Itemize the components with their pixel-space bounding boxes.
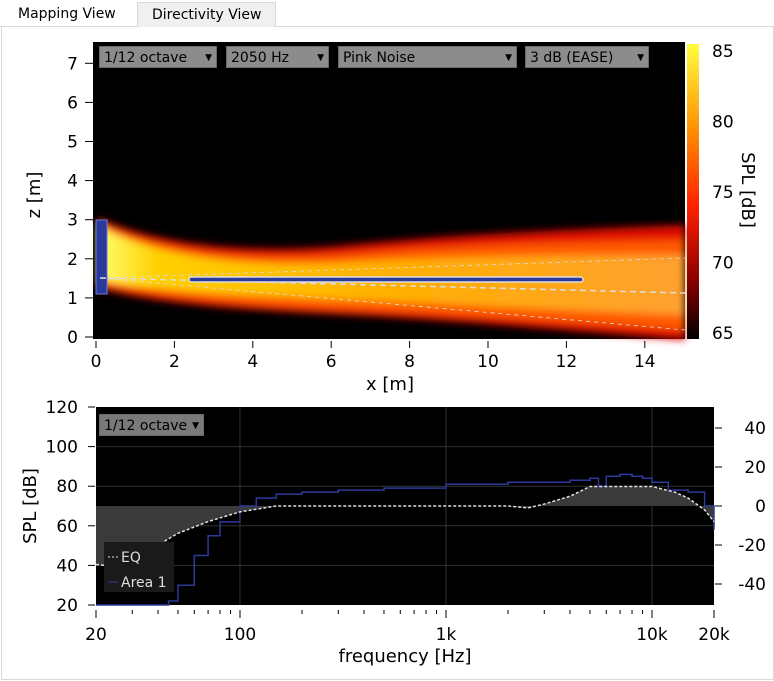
y2-tick-label: 40 bbox=[744, 419, 766, 439]
y-tick-label: 3 bbox=[67, 211, 78, 231]
tab-bar: Mapping View Directivity View bbox=[0, 0, 774, 27]
y-tick-label: 40 bbox=[56, 556, 78, 576]
legend-eq-label: EQ bbox=[121, 550, 141, 566]
x-tick-label: 20 bbox=[85, 625, 107, 645]
y-tick-label: 6 bbox=[67, 93, 78, 113]
x-tick-label: 12 bbox=[556, 352, 578, 372]
resolution-value: 3 dB (EASE) bbox=[530, 50, 614, 66]
colorbar-tick-label: 85 bbox=[712, 42, 734, 62]
chevron-down-icon: ▼ bbox=[637, 53, 644, 63]
beam-center-line bbox=[99, 277, 686, 294]
chevron-down-icon: ▼ bbox=[317, 53, 324, 63]
legend-area-1-label: Area 1 bbox=[121, 575, 167, 591]
x-tick-label: 2 bbox=[169, 352, 180, 372]
y-tick-label: 5 bbox=[67, 133, 78, 153]
colorbar-label: SPL [dB] bbox=[737, 152, 758, 228]
frequency-value: 2050 Hz bbox=[231, 50, 289, 66]
legend bbox=[104, 542, 174, 592]
tab-mapping-view[interactable]: Mapping View bbox=[4, 2, 130, 26]
x-tick-label: 100 bbox=[224, 625, 256, 645]
x-axis-label: x [m] bbox=[366, 374, 414, 395]
response-bandwidth-value: 1/12 octave bbox=[104, 418, 188, 434]
colorbar-tick-label: 70 bbox=[712, 254, 734, 274]
signal-value: Pink Noise bbox=[343, 50, 416, 66]
y2-tick-label: -40 bbox=[738, 575, 766, 595]
y-tick-label: 60 bbox=[56, 517, 78, 537]
y-tick-label: 120 bbox=[46, 400, 78, 418]
loudspeaker-array[interactable] bbox=[95, 219, 108, 295]
frequency-response-chart: EQ Area 1 20 100 1k 10k 20k 20 40 60 80 100 120 -40… bbox=[20, 400, 766, 667]
x-tick-label: 10 bbox=[477, 352, 499, 372]
colorbar bbox=[687, 44, 699, 339]
y-tick-label: 100 bbox=[46, 438, 78, 458]
y-axis-label: SPL [dB] bbox=[20, 468, 41, 544]
x-tick-label: 0 bbox=[91, 352, 102, 372]
y-axis-label: z [m] bbox=[24, 172, 45, 219]
colorbar-tick-label: 75 bbox=[712, 183, 734, 203]
bandwidth-dropdown[interactable]: 1/12 octave ▼ bbox=[99, 46, 217, 68]
x-tick-label: 8 bbox=[404, 352, 415, 372]
x-tick-label: 14 bbox=[634, 352, 656, 372]
y-tick-label: 2 bbox=[67, 250, 78, 270]
y-tick-label: 4 bbox=[67, 172, 78, 192]
y-tick-label: 0 bbox=[67, 328, 78, 348]
x-tick-label: 10k bbox=[636, 625, 668, 645]
y-tick-label: 20 bbox=[56, 596, 78, 616]
bandwidth-value: 1/12 octave bbox=[104, 50, 188, 66]
x-tick-label: 1k bbox=[436, 625, 457, 645]
response-bandwidth-dropdown[interactable]: 1/12 octave ▼ bbox=[99, 414, 204, 436]
frequency-dropdown[interactable]: 2050 Hz ▼ bbox=[226, 46, 329, 68]
beam-upper-line bbox=[99, 257, 686, 279]
resolution-dropdown[interactable]: 3 dB (EASE) ▼ bbox=[525, 46, 649, 68]
y-tick-label: 1 bbox=[67, 289, 78, 309]
y-tick-label: 80 bbox=[56, 477, 78, 497]
chevron-down-icon: ▼ bbox=[192, 421, 199, 431]
y-tick-label: 7 bbox=[67, 54, 78, 74]
audience-area-1[interactable] bbox=[188, 276, 584, 283]
signal-dropdown[interactable]: Pink Noise ▼ bbox=[338, 46, 517, 68]
colorbar-tick-label: 80 bbox=[712, 113, 734, 133]
chevron-down-icon: ▼ bbox=[205, 53, 212, 63]
series-area-1-line bbox=[96, 473, 715, 606]
beam-lower-line bbox=[99, 277, 686, 331]
colorbar-tick-label: 65 bbox=[712, 324, 734, 344]
y2-tick-label: 0 bbox=[755, 497, 766, 517]
chevron-down-icon: ▼ bbox=[505, 53, 512, 63]
y2-tick-label: -20 bbox=[738, 536, 766, 556]
y2-tick-label: 20 bbox=[744, 458, 766, 478]
tab-directivity-view[interactable]: Directivity View bbox=[137, 2, 277, 27]
x-tick-label: 4 bbox=[247, 352, 258, 372]
x-tick-label: 20k bbox=[698, 625, 730, 645]
x-tick-label: 6 bbox=[326, 352, 337, 372]
x-axis-label: frequency [Hz] bbox=[338, 646, 471, 667]
